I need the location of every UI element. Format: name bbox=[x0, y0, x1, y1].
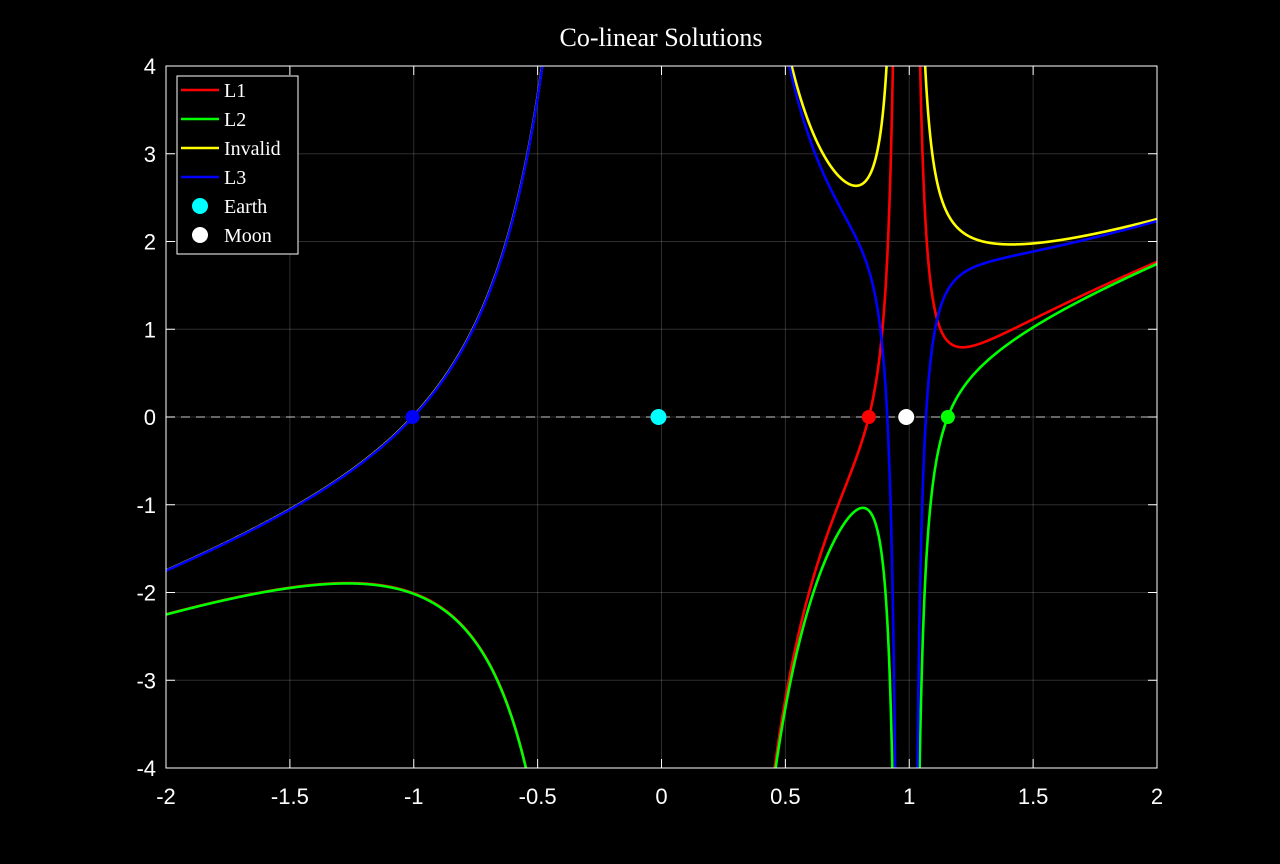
legend-box bbox=[176, 75, 299, 255]
y-tick-label: 1 bbox=[144, 317, 156, 342]
y-tick-label: -3 bbox=[136, 668, 156, 693]
legend-label-moon: Moon bbox=[224, 225, 272, 247]
series-line-l3 bbox=[166, 66, 1157, 768]
marker-point-3 bbox=[940, 410, 955, 424]
x-tick-label: -1.5 bbox=[271, 784, 309, 809]
marker-earth bbox=[650, 409, 667, 425]
legend-label-l1: L1 bbox=[224, 80, 246, 102]
y-tick-label: 4 bbox=[144, 54, 156, 79]
series-line-l2 bbox=[166, 262, 1157, 768]
marker-point-2 bbox=[861, 410, 876, 424]
tick-labels: -2 -1.5 -1 -0.5 0 0.5 1 1.5 2 -4 -3 -2 -1 0 1 2 3 4 bbox=[136, 54, 1163, 809]
x-tick-label: 0.5 bbox=[770, 784, 801, 809]
y-tick-label: -4 bbox=[136, 756, 156, 781]
marker-point-4 bbox=[405, 410, 420, 424]
x-tick-label: -0.5 bbox=[519, 784, 557, 809]
x-tick-label: 1.5 bbox=[1018, 784, 1049, 809]
marker-group bbox=[405, 409, 955, 425]
legend-marker-moon bbox=[192, 227, 208, 243]
y-tick-label: 0 bbox=[144, 405, 156, 430]
y-tick-label: 2 bbox=[144, 230, 156, 255]
x-tick-label: -1 bbox=[404, 784, 424, 809]
x-tick-label: 2 bbox=[1151, 784, 1163, 809]
marker-moon bbox=[898, 409, 915, 425]
series-group bbox=[166, 66, 1157, 768]
y-tick-label: -1 bbox=[136, 493, 156, 518]
tick-marks bbox=[165, 65, 1158, 769]
legend: L1 L2 Invalid L3 Earth Moon bbox=[176, 75, 299, 255]
x-tick-label: 1 bbox=[903, 784, 915, 809]
legend-label-l2: L2 bbox=[224, 109, 246, 131]
legend-label-l3: L3 bbox=[224, 167, 246, 189]
y-tick-label: 3 bbox=[144, 142, 156, 167]
legend-marker-earth bbox=[192, 198, 208, 214]
legend-label-earth: Earth bbox=[224, 196, 267, 218]
x-tick-label: 0 bbox=[655, 784, 667, 809]
legend-label-invalid: Invalid bbox=[224, 138, 281, 160]
y-tick-label: -2 bbox=[136, 581, 156, 606]
x-tick-label: -2 bbox=[156, 784, 176, 809]
chart-title: Co-linear Solutions bbox=[560, 23, 763, 52]
